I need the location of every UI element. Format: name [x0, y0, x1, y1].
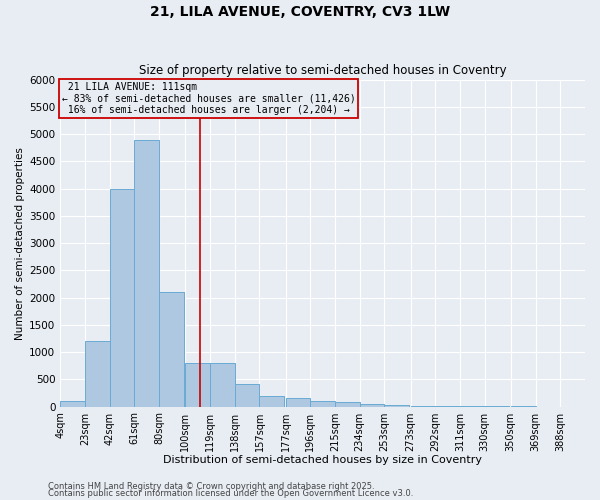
- Bar: [360, 404, 385, 406]
- Y-axis label: Number of semi-detached properties: Number of semi-detached properties: [15, 146, 25, 340]
- Bar: [210, 363, 235, 406]
- Bar: [159, 292, 184, 406]
- Text: Contains public sector information licensed under the Open Government Licence v3: Contains public sector information licen…: [48, 489, 413, 498]
- Bar: [60, 401, 85, 406]
- Title: Size of property relative to semi-detached houses in Coventry: Size of property relative to semi-detach…: [139, 64, 506, 77]
- Bar: [286, 398, 310, 406]
- Bar: [310, 401, 335, 406]
- Text: Contains HM Land Registry data © Crown copyright and database right 2025.: Contains HM Land Registry data © Crown c…: [48, 482, 374, 491]
- Text: 21, LILA AVENUE, COVENTRY, CV3 1LW: 21, LILA AVENUE, COVENTRY, CV3 1LW: [150, 5, 450, 19]
- Bar: [335, 402, 360, 406]
- Bar: [134, 140, 159, 406]
- Text: 21 LILA AVENUE: 111sqm
← 83% of semi-detached houses are smaller (11,426)
 16% o: 21 LILA AVENUE: 111sqm ← 83% of semi-det…: [62, 82, 355, 116]
- Bar: [235, 384, 259, 406]
- Bar: [385, 405, 409, 406]
- Bar: [110, 188, 134, 406]
- Bar: [185, 363, 210, 406]
- X-axis label: Distribution of semi-detached houses by size in Coventry: Distribution of semi-detached houses by …: [163, 455, 482, 465]
- Bar: [85, 341, 110, 406]
- Bar: [259, 396, 284, 406]
